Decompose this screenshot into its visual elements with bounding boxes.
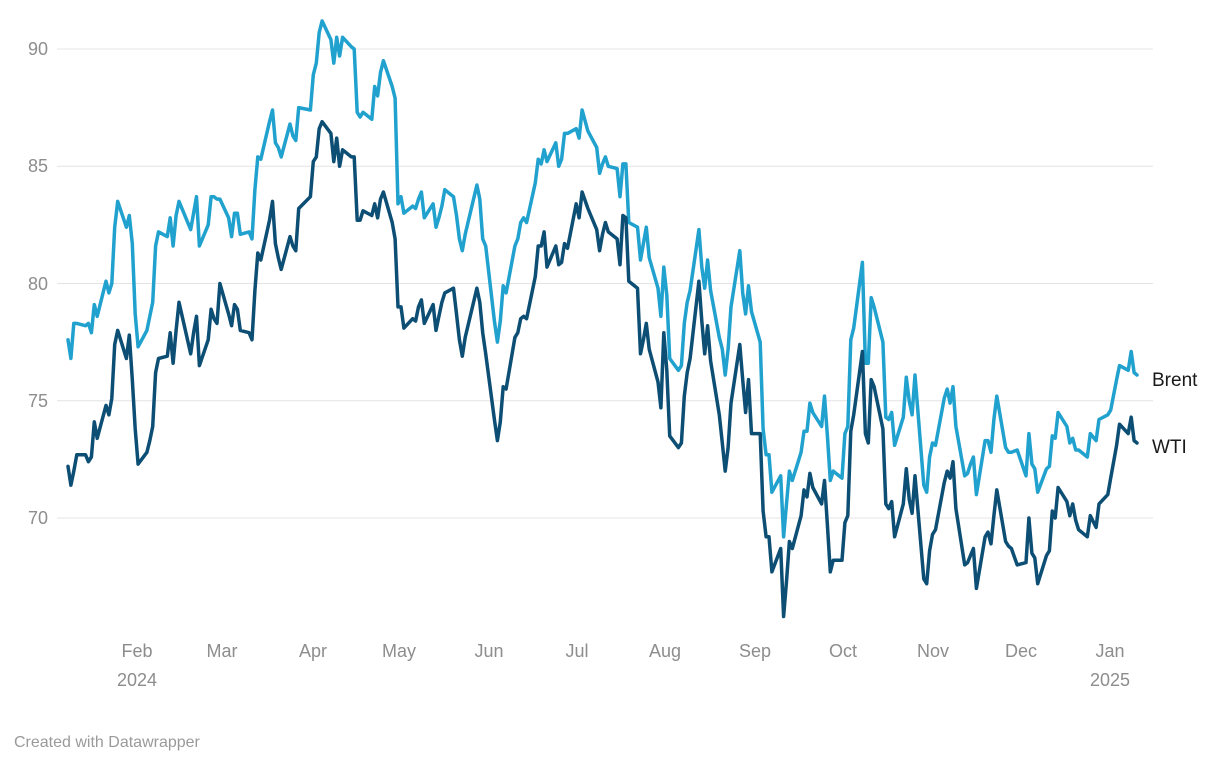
y-tick-80: 80 [27,274,48,294]
x-tick-year-2025: 2025 [1089,670,1131,690]
x-tick-jan: Jan [1095,641,1125,661]
y-tick-75: 75 [27,391,48,411]
y-tick-70: 70 [27,508,48,528]
x-tick-feb: Feb [121,641,153,661]
x-tick-year-2024: 2024 [116,670,158,690]
x-tick-nov: Nov [916,641,950,661]
brent-series-label: Brent [1152,370,1198,391]
gridlines [57,48,1153,519]
x-tick-sep: Sep [738,641,772,661]
y-tick-90: 90 [27,39,48,59]
datawrapper-credit: Created with Datawrapper [14,734,200,751]
y-tick-85: 85 [27,156,48,176]
x-tick-mar: Mar [206,641,238,661]
x-tick-oct: Oct [828,641,858,661]
wti-line [66,119,1139,619]
x-tick-aug: Aug [648,641,682,661]
x-tick-may: May [381,641,417,661]
x-tick-apr: Apr [298,641,328,661]
x-tick-jul: Jul [565,641,589,661]
x-tick-jun: Jun [474,641,504,661]
x-tick-dec: Dec [1004,641,1038,661]
brent-line [66,19,1139,539]
wti-series-label: WTI [1152,437,1187,458]
